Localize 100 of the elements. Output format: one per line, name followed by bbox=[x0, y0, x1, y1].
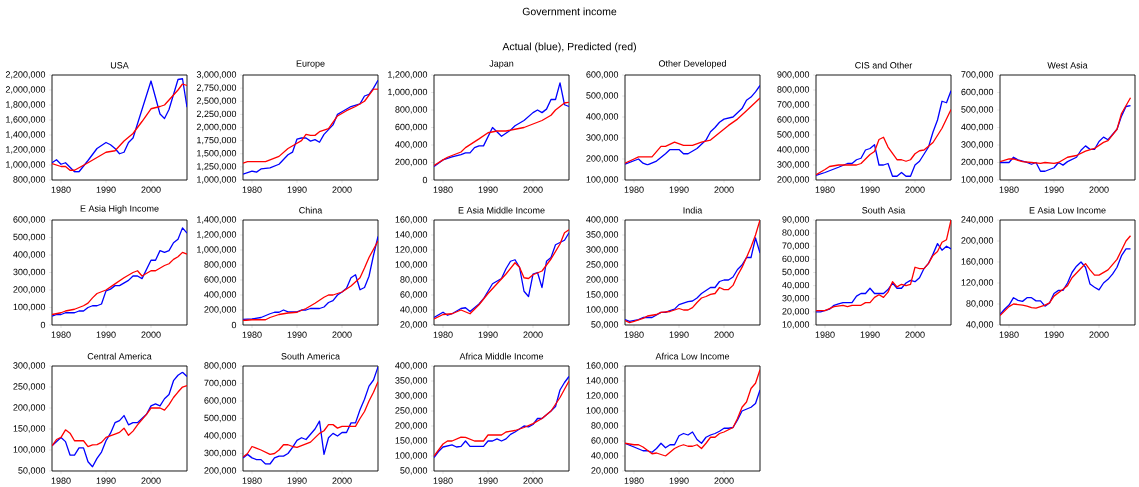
y-tick-label: 10,000 bbox=[782, 321, 810, 329]
y-tick-label: 800,000 bbox=[777, 86, 810, 94]
y-tick-label: 250,000 bbox=[395, 407, 428, 415]
chart-title: Europe bbox=[296, 60, 325, 69]
x-tick-label: 2000 bbox=[332, 186, 352, 193]
chart-title: West Asia bbox=[1047, 61, 1088, 69]
y-tick-label: 2,000,000 bbox=[196, 123, 237, 132]
chart-title: Africa Middle Income bbox=[459, 352, 544, 360]
y-tick-label: 300,000 bbox=[586, 134, 619, 142]
x-tick-label: 1980 bbox=[624, 186, 644, 193]
y-tick-label: 800,000 bbox=[204, 362, 237, 370]
y-tick-label: 150,000 bbox=[586, 291, 619, 299]
y-tick-label: 600,000 bbox=[777, 116, 810, 124]
y-tick-label: 400,000 bbox=[586, 113, 619, 121]
y-tick-label: 300,000 bbox=[961, 141, 994, 149]
y-tick-label: 1,000,000 bbox=[197, 176, 237, 184]
line-series bbox=[1000, 104, 1132, 172]
y-tick-label: 200,000 bbox=[13, 404, 46, 412]
x-tick-label: 2000 bbox=[714, 331, 734, 338]
y-tick-label: 100,000 bbox=[395, 452, 428, 460]
y-tick-label: 20,000 bbox=[782, 308, 810, 316]
y-tick-label: 160,000 bbox=[961, 258, 994, 266]
y-tick-label: 40,000 bbox=[966, 321, 994, 329]
y-tick-label: 1,250,000 bbox=[197, 163, 237, 171]
y-tick-label: 160,000 bbox=[395, 216, 428, 224]
y-tick-label: 1,000,000 bbox=[197, 246, 237, 254]
y-tick-label: 150,000 bbox=[395, 437, 428, 445]
y-tick-label: 50,000 bbox=[400, 467, 428, 475]
x-tick-label: 1990 bbox=[478, 331, 498, 338]
y-tick-label: 0 bbox=[231, 321, 237, 329]
x-tick-label: 2000 bbox=[523, 477, 543, 484]
y-tick-label: 1,200,000 bbox=[197, 231, 237, 239]
chart-title: Other Developed bbox=[658, 59, 726, 69]
chart-title: E Asia Middle Income bbox=[458, 206, 545, 214]
y-tick-label: 60,000 bbox=[400, 291, 428, 299]
y-tick-label: 1,000,000 bbox=[6, 161, 46, 169]
y-tick-label: 600,000 bbox=[961, 88, 994, 97]
y-tick-label: 500,000 bbox=[777, 131, 810, 139]
line-series bbox=[52, 227, 188, 317]
y-tick-label: 600,000 bbox=[204, 276, 237, 284]
x-tick-label: 1990 bbox=[287, 477, 307, 484]
y-tick-label: 40,000 bbox=[400, 306, 428, 314]
y-tick-label: 2,250,000 bbox=[196, 110, 237, 118]
y-tick-label: 200,000 bbox=[204, 306, 237, 314]
x-tick-label: 1980 bbox=[433, 186, 453, 193]
line-series bbox=[243, 88, 379, 164]
y-tick-label: 200,000 bbox=[961, 158, 994, 167]
y-tick-label: 140,000 bbox=[586, 377, 619, 385]
y-tick-label: 1,200,000 bbox=[388, 71, 428, 79]
y-tick-label: 200,000 bbox=[586, 276, 619, 284]
x-tick-label: 1980 bbox=[624, 331, 644, 338]
line-series bbox=[625, 97, 761, 164]
x-tick-label: 1980 bbox=[999, 186, 1019, 193]
chart-title: E Asia Low Income bbox=[1029, 206, 1106, 214]
x-tick-label: 2000 bbox=[332, 477, 352, 484]
x-tick-label: 1980 bbox=[51, 477, 71, 484]
y-tick-label: 300,000 bbox=[586, 246, 619, 254]
y-tick-label: 60,000 bbox=[782, 255, 810, 263]
y-tick-label: 300,000 bbox=[395, 392, 428, 400]
y-tick-label: 800,000 bbox=[204, 261, 237, 269]
chart-title: E Asia High Income bbox=[80, 204, 159, 214]
y-tick-label: 200,000 bbox=[13, 286, 46, 294]
y-tick-label: 40,000 bbox=[782, 281, 810, 290]
y-tick-label: 90,000 bbox=[782, 216, 810, 224]
y-tick-label: 700,000 bbox=[204, 379, 237, 388]
y-tick-label: 400,000 bbox=[204, 432, 237, 440]
y-tick-label: 100,000 bbox=[586, 306, 619, 314]
x-tick-label: 2000 bbox=[332, 331, 352, 338]
y-tick-label: 800,000 bbox=[13, 176, 46, 184]
x-tick-label: 1990 bbox=[478, 477, 498, 484]
y-tick-label: 1,200,000 bbox=[6, 146, 46, 154]
line-series bbox=[1000, 234, 1132, 317]
y-tick-label: 600,000 bbox=[395, 123, 428, 132]
y-tick-label: 160,000 bbox=[586, 362, 619, 370]
y-tick-label: 1,600,000 bbox=[6, 116, 46, 124]
line-series bbox=[625, 219, 761, 324]
x-tick-label: 1990 bbox=[96, 186, 116, 193]
line-series bbox=[625, 84, 761, 166]
line-series bbox=[434, 101, 570, 167]
line-series bbox=[625, 389, 761, 453]
x-tick-label: 1990 bbox=[860, 186, 880, 193]
y-tick-label: 120,000 bbox=[395, 246, 428, 254]
y-tick-label: 100,000 bbox=[395, 261, 428, 269]
x-tick-label: 1990 bbox=[96, 477, 116, 484]
y-tick-label: 80,000 bbox=[966, 300, 994, 308]
y-tick-label: 2,000,000 bbox=[5, 86, 46, 94]
line-series bbox=[243, 380, 379, 458]
x-tick-label: 2000 bbox=[1089, 331, 1109, 338]
y-tick-label: 70,000 bbox=[782, 242, 810, 250]
line-series bbox=[243, 79, 379, 175]
line-series bbox=[1000, 96, 1132, 164]
y-tick-label: 250,000 bbox=[13, 383, 46, 391]
y-tick-label: 50,000 bbox=[782, 268, 810, 277]
line-series bbox=[434, 82, 570, 167]
x-tick-label: 1980 bbox=[815, 331, 835, 338]
x-tick-label: 2000 bbox=[141, 186, 161, 193]
y-tick-label: 400,000 bbox=[395, 141, 428, 149]
x-tick-label: 1980 bbox=[242, 331, 262, 338]
y-tick-label: 1,000,000 bbox=[388, 88, 428, 97]
y-tick-label: 400,000 bbox=[777, 146, 810, 154]
